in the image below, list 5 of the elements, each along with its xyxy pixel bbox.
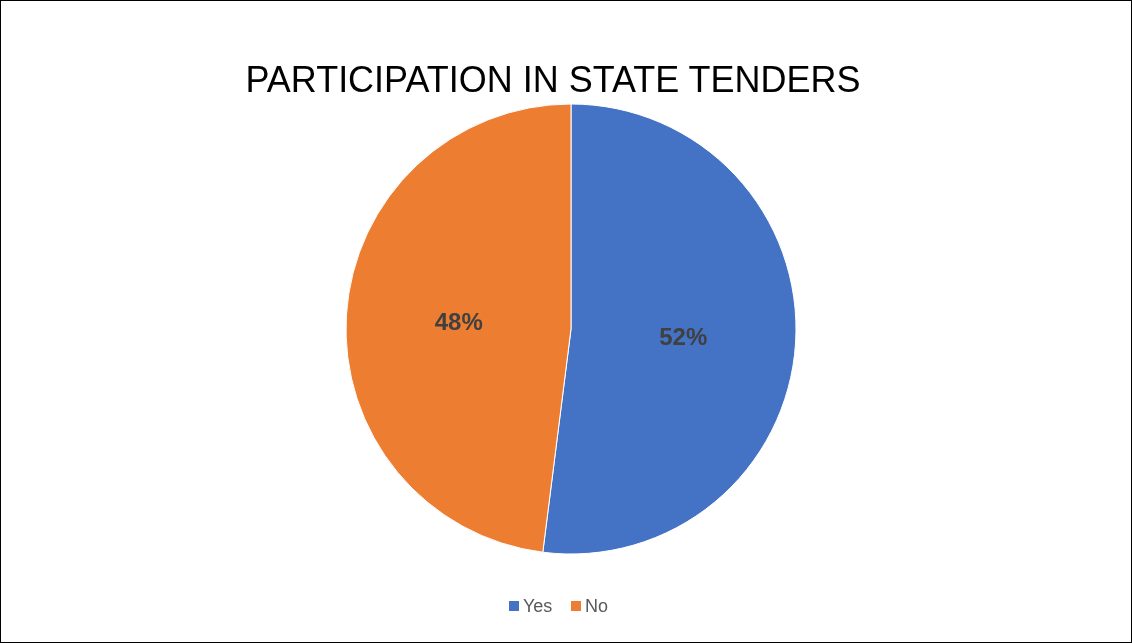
legend-label: Yes [523, 596, 553, 616]
chart-title: PARTICIPATION IN STATE TENDERS [245, 59, 861, 100]
data-label: 48% [434, 308, 483, 336]
legend-label: No [585, 596, 609, 616]
data-label: 52% [659, 322, 708, 350]
